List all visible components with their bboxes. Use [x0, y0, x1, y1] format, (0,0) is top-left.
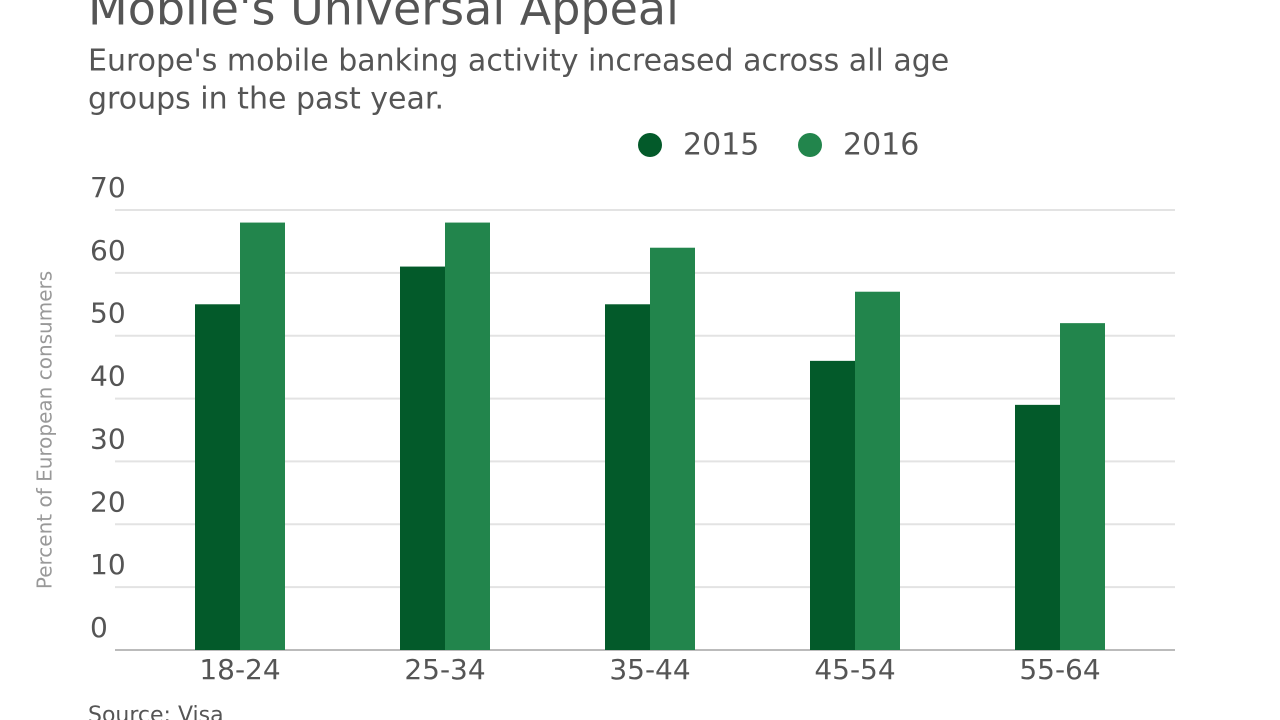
bar — [1015, 404, 1060, 650]
bar — [400, 266, 445, 650]
y-axis-label: Percent of European consumers — [33, 271, 57, 589]
y-tick-label: 70 — [90, 171, 126, 204]
y-tick-label: 30 — [90, 422, 126, 455]
chart-title: Mobile's Universal Appeal — [88, 0, 679, 36]
x-tick-label: 55-64 — [1019, 653, 1100, 686]
y-tick-label: 60 — [90, 234, 126, 267]
y-tick-label: 40 — [90, 360, 126, 393]
x-tick-label: 35-44 — [609, 653, 690, 686]
bar — [240, 222, 285, 651]
y-tick-label: 10 — [90, 548, 126, 581]
x-tick-label: 25-34 — [404, 653, 485, 686]
y-tick-label: 50 — [90, 297, 126, 330]
bar — [445, 222, 490, 651]
bar — [1060, 323, 1105, 650]
legend-marker — [638, 133, 662, 157]
legend-label: 2016 — [843, 128, 919, 163]
x-tick-label: 45-54 — [814, 653, 895, 686]
x-tick-label: 18-24 — [199, 653, 280, 686]
bar — [855, 291, 900, 650]
legend-marker — [798, 133, 822, 157]
bar — [605, 304, 650, 650]
source: Source: Visa — [88, 703, 224, 720]
legend-label: 2015 — [683, 128, 759, 163]
chart-subtitle: Europe's mobile banking activity increas… — [88, 44, 949, 79]
y-tick-label: 0 — [90, 611, 108, 644]
bar — [810, 360, 855, 650]
chart-subtitle: groups in the past year. — [88, 82, 444, 117]
y-tick-label: 20 — [90, 485, 126, 518]
bar — [195, 304, 240, 650]
bar — [650, 247, 695, 650]
